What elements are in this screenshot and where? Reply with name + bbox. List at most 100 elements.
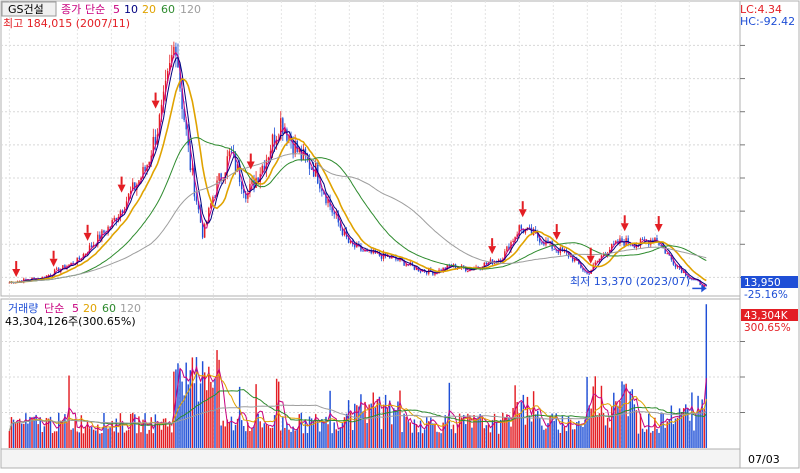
volume-bar xyxy=(452,424,455,448)
candle-body xyxy=(691,278,693,280)
candle-body xyxy=(76,257,78,265)
volume-bar xyxy=(479,414,481,448)
candle-body xyxy=(271,134,274,152)
volume-bar xyxy=(576,422,578,448)
volume-bar xyxy=(238,386,241,448)
dividend-marker xyxy=(49,258,58,267)
dividend-marker xyxy=(117,184,126,193)
volume-bar xyxy=(177,363,179,448)
candle-body xyxy=(360,245,362,251)
volume-bar xyxy=(179,369,181,448)
volume-bar xyxy=(121,421,124,448)
volume-bar xyxy=(195,357,198,448)
candle-body xyxy=(676,266,679,268)
candle-body xyxy=(160,104,163,115)
volume-bar xyxy=(12,419,15,448)
volume-bar xyxy=(654,417,656,448)
volume-bar xyxy=(286,422,288,448)
dividend-marker xyxy=(12,269,21,278)
dividend-marker xyxy=(654,224,663,233)
volume-bar xyxy=(559,432,562,448)
volume-bar xyxy=(356,405,358,448)
candle-body xyxy=(465,267,467,272)
candle-body xyxy=(288,135,290,141)
candle-body xyxy=(47,275,50,277)
volume-bar xyxy=(495,422,498,448)
volume-bar xyxy=(103,412,105,448)
candle-body xyxy=(584,270,586,272)
volume-bar xyxy=(51,433,54,448)
volume-bar xyxy=(243,426,245,448)
volume-bar xyxy=(314,414,317,448)
candle-body xyxy=(623,241,625,246)
dividend-marker xyxy=(83,232,92,241)
volume-bar xyxy=(212,387,214,448)
volume-bar xyxy=(171,432,173,448)
volume-bar xyxy=(432,423,434,448)
candle-body xyxy=(347,237,350,243)
dividend-marker xyxy=(518,209,527,218)
volume-bar xyxy=(269,428,272,448)
dividend-marker xyxy=(586,255,595,264)
candle-body xyxy=(267,157,270,160)
candle-body xyxy=(656,237,658,242)
volume-bar xyxy=(547,423,549,448)
candle-body xyxy=(82,254,85,259)
volume-bar xyxy=(668,418,671,448)
volume-bar xyxy=(469,415,471,448)
candle-body xyxy=(162,91,165,105)
volume-bar xyxy=(438,432,440,448)
legend-simple: 단순 xyxy=(85,3,105,16)
volume-bar xyxy=(643,431,646,448)
volume-bar xyxy=(164,418,167,448)
candle-body xyxy=(218,173,220,181)
volume-bar xyxy=(687,408,689,448)
volume-bar xyxy=(218,359,220,448)
volume-bar xyxy=(113,431,115,448)
volume-bar xyxy=(703,409,705,448)
volume-bar xyxy=(448,382,451,448)
candle-body xyxy=(78,257,81,260)
volume-bar xyxy=(327,424,329,448)
volume-bar xyxy=(140,432,142,448)
candle-body xyxy=(197,201,200,210)
volume-bar xyxy=(158,423,161,448)
legend-vol-simple: 단순 xyxy=(44,302,64,315)
volume-bar xyxy=(641,428,644,448)
candle-body xyxy=(187,129,189,146)
candle-body xyxy=(639,238,642,246)
candle-body xyxy=(66,266,68,269)
candle-body xyxy=(154,136,157,145)
stock-name-box[interactable] xyxy=(1,1,57,17)
candle-body xyxy=(310,168,313,170)
volume-bar xyxy=(393,408,395,448)
volume-bar xyxy=(633,404,636,448)
volume-bar xyxy=(10,417,13,448)
volume-bar xyxy=(456,424,459,448)
volume-bar xyxy=(555,413,557,448)
volume-bar xyxy=(567,416,570,448)
candle-body xyxy=(166,71,169,81)
volume-bar xyxy=(308,416,311,448)
candle-body xyxy=(483,262,486,268)
volume-bar xyxy=(374,407,377,448)
candle-body xyxy=(257,177,259,183)
candle-body xyxy=(62,265,64,270)
candle-body xyxy=(222,179,224,181)
volume-bar xyxy=(58,412,60,448)
candle-body xyxy=(136,184,138,190)
volume-bar xyxy=(656,429,658,448)
volume-bar xyxy=(230,416,233,448)
volume-bar xyxy=(220,425,222,448)
price-tag-box xyxy=(741,276,798,288)
legend-ma10: 10 xyxy=(124,3,138,16)
candle-body xyxy=(298,148,300,152)
volume-bar xyxy=(475,418,477,448)
volume-bar xyxy=(132,412,134,448)
dividend-marker xyxy=(246,161,255,170)
volume-bar xyxy=(608,427,611,448)
volume-bar xyxy=(86,421,89,448)
volume-bar xyxy=(428,421,430,448)
candle-body xyxy=(594,262,597,265)
volume-bar xyxy=(487,424,490,448)
